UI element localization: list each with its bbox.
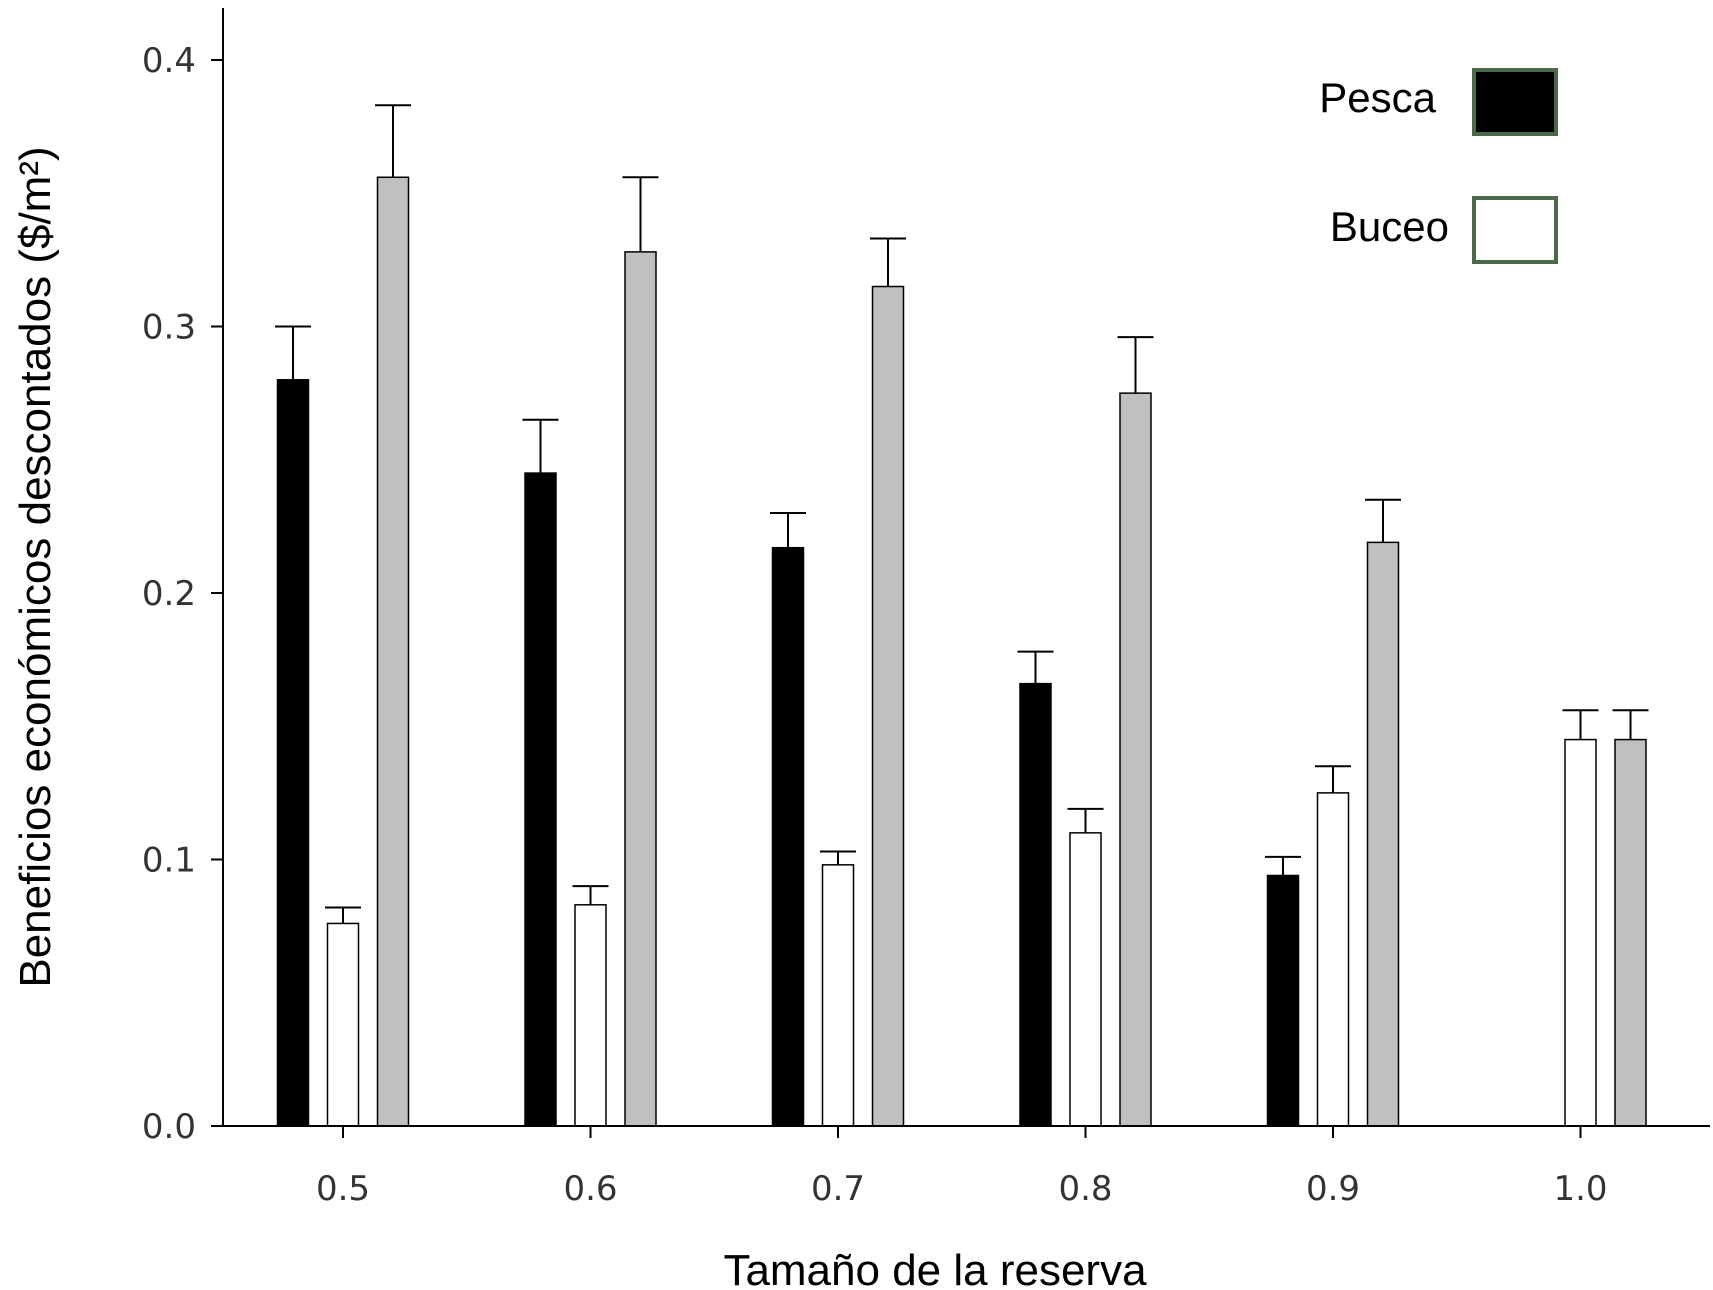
bars-layer (278, 177, 1647, 1126)
bar (1070, 833, 1101, 1126)
legend-label-buceo: Buceo (1330, 203, 1449, 250)
legend: Pesca Buceo (1319, 70, 1556, 262)
y-tick-label: 0.3 (142, 308, 196, 348)
bar (1020, 684, 1051, 1126)
y-tick-label: 0.0 (142, 1107, 196, 1147)
bar (575, 905, 606, 1126)
x-tick-label: 1.0 (1553, 1169, 1607, 1209)
bar (1615, 740, 1646, 1126)
x-tick-label: 0.9 (1306, 1169, 1360, 1209)
legend-swatch-pesca (1474, 70, 1556, 134)
x-tick-label: 0.6 (563, 1169, 617, 1209)
bar (278, 380, 309, 1126)
bar (1318, 793, 1349, 1126)
bar (625, 252, 656, 1126)
y-tick-label: 0.1 (142, 841, 196, 881)
bar (328, 923, 359, 1126)
y-tick-label: 0.2 (142, 574, 196, 614)
legend-swatch-buceo (1474, 198, 1556, 262)
bar (1120, 393, 1151, 1126)
bar (378, 177, 409, 1126)
bar (525, 473, 556, 1126)
x-tick-label: 0.7 (811, 1169, 865, 1209)
bar (773, 548, 804, 1126)
bar (873, 287, 904, 1126)
y-ticks: 0.0 0.1 0.2 0.3 0.4 (142, 41, 223, 1147)
bar (823, 865, 854, 1126)
x-axis-title: Tamaño de la reserva (723, 1246, 1147, 1290)
bar (1268, 875, 1299, 1126)
legend-label-pesca: Pesca (1319, 74, 1436, 121)
x-tick-label: 0.5 (316, 1169, 370, 1209)
y-axis-title: Beneficios económicos descontados ($/m²) (11, 146, 60, 987)
bar (1368, 542, 1399, 1126)
x-tick-label: 0.8 (1058, 1169, 1112, 1209)
y-tick-label: 0.4 (142, 41, 196, 81)
bar (1565, 740, 1596, 1126)
x-ticks: 0.5 0.6 0.7 0.8 0.9 1.0 (316, 1126, 1608, 1209)
